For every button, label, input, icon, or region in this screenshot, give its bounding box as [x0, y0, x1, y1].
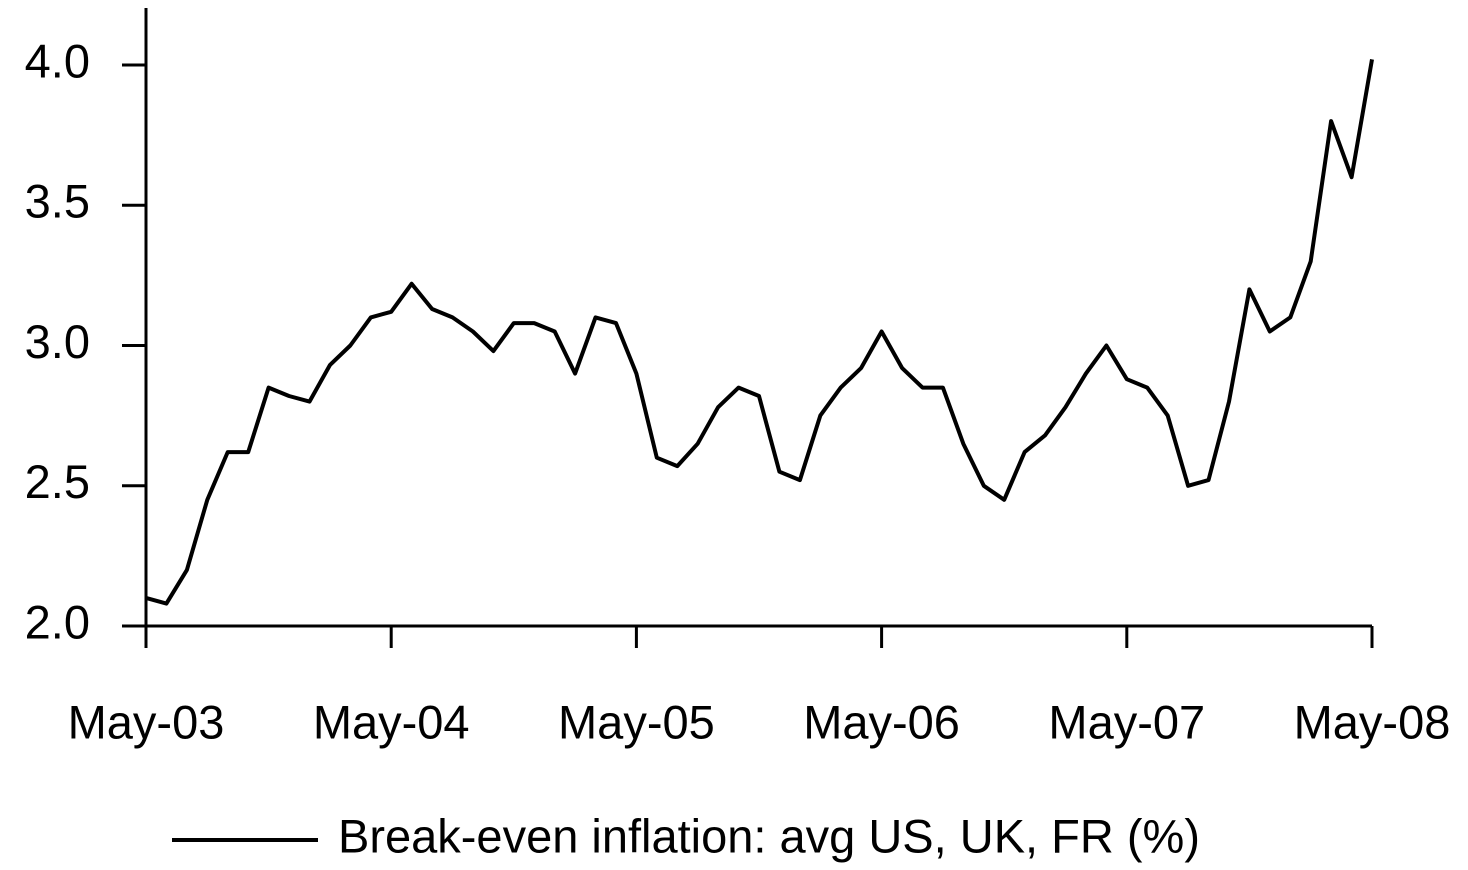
x-tick-label: May-07 [1048, 695, 1205, 748]
x-tick-label: May-06 [803, 695, 960, 748]
y-tick-label: 2.0 [25, 595, 90, 648]
series-line [145, 59, 1374, 606]
y-tick-label: 4.0 [25, 34, 90, 87]
x-tick-label: May-04 [313, 695, 470, 748]
y-tick-label: 3.0 [25, 315, 90, 368]
y-tick-label: 3.5 [25, 175, 90, 228]
legend-label: Break-even inflation: avg US, UK, FR (%) [338, 809, 1200, 862]
y-tick-label: 2.5 [25, 455, 90, 508]
x-tick-label: May-08 [1294, 695, 1451, 748]
x-tick-label: May-03 [68, 695, 225, 748]
x-tick-label: May-05 [558, 695, 715, 748]
